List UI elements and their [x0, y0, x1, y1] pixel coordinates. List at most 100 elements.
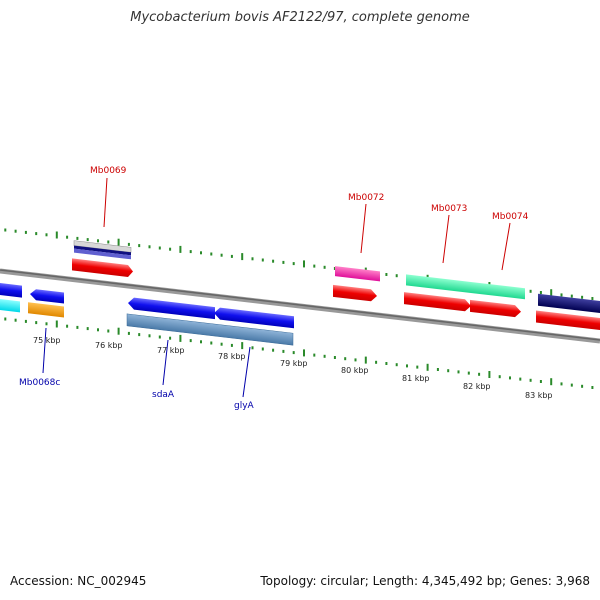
reverse-tick: [416, 365, 419, 369]
reverse-tick: [24, 319, 27, 323]
ruler-label-79kbp: 79 kbp: [280, 359, 308, 368]
reverse-tick: [313, 353, 316, 357]
forward-tick: [303, 260, 305, 268]
gene-feature-left-blue[interactable]: [0, 283, 22, 298]
reverse-tick: [570, 383, 573, 387]
forward-tick: [550, 289, 553, 297]
reverse-tick: [158, 335, 161, 339]
reverse-tick: [406, 364, 408, 368]
reverse-tick: [395, 363, 398, 367]
gene-feature-mb0073[interactable]: [404, 292, 471, 312]
forward-tick: [581, 295, 584, 299]
accession-label: Accession: NC_002945: [10, 574, 147, 588]
forward-tick: [210, 252, 213, 256]
reverse-tick: [519, 377, 522, 381]
reverse-tick: [117, 327, 120, 335]
forward-tick: [529, 289, 532, 293]
forward-tick: [200, 251, 202, 255]
forward-tick: [148, 245, 151, 249]
forward-tick: [138, 244, 141, 248]
ruler-label-78kbp: 78 kbp: [218, 352, 246, 361]
genome-backbone-core: [0, 269, 600, 341]
forward-tick: [323, 265, 326, 269]
reverse-tick: [303, 349, 305, 357]
gene-feature-mint-a[interactable]: [406, 274, 472, 294]
forward-tick: [395, 274, 398, 278]
reverse-leaders: [42, 327, 251, 398]
forward-tick: [261, 258, 264, 262]
forward-tick: [189, 250, 192, 254]
forward-tick: [14, 229, 17, 233]
reverse-tick: [426, 363, 429, 371]
ruler-label-83kbp: 83 kbp: [525, 391, 553, 400]
reverse-tick: [35, 321, 38, 325]
reverse-tick: [220, 342, 223, 346]
reverse-tick: [344, 357, 347, 361]
reverse-tick: [272, 348, 275, 352]
gene-label-mb0074[interactable]: Mb0074: [492, 212, 529, 222]
genome-summary: Topology: circular; Length: 4,345,492 bp…: [260, 574, 590, 588]
gene-feature-mb0074[interactable]: [470, 299, 521, 318]
gene-feature-sdaa[interactable]: [128, 297, 215, 320]
reverse-tick: [55, 320, 58, 328]
reverse-tick: [447, 369, 450, 373]
gene-label-sdaa[interactable]: sdaA: [152, 390, 175, 400]
gene-feature-glya[interactable]: [214, 307, 294, 329]
forward-tick: [55, 231, 58, 239]
forward-tick: [570, 294, 573, 298]
ruler-label-75kbp: 75 kbp: [33, 336, 61, 345]
reverse-tick: [14, 318, 17, 322]
forward-tick: [35, 232, 38, 236]
gene-feature-steel[interactable]: [126, 313, 294, 346]
reverse-tick: [560, 382, 563, 386]
reverse-tick-ruler: [4, 317, 594, 389]
reverse-tick: [581, 384, 584, 388]
forward-tick: [385, 273, 388, 276]
ruler-label-81kbp: 81 kbp: [402, 374, 430, 383]
reverse-tick: [241, 342, 244, 350]
gene-label-mb0069[interactable]: Mb0069: [90, 166, 127, 176]
gene-feature-navy[interactable]: [538, 293, 600, 314]
gene-label-glya[interactable]: glyA: [234, 401, 255, 411]
reverse-tick: [550, 378, 553, 386]
reverse-tick: [127, 331, 130, 335]
gene-feature-mb0069-stack[interactable]: [73, 240, 132, 260]
gene-feature-edge-red[interactable]: [536, 310, 600, 331]
reverse-tick: [230, 343, 233, 347]
forward-tick: [282, 260, 285, 264]
reverse-tick: [76, 325, 79, 329]
forward-tick: [4, 228, 7, 232]
gene-label-mb0073[interactable]: Mb0073: [431, 204, 467, 214]
gene-feature-mb0068c[interactable]: [28, 302, 64, 318]
forward-tick: [66, 235, 69, 239]
reverse-tick: [66, 324, 69, 328]
ruler-label-82kbp: 82 kbp: [463, 382, 491, 391]
reverse-tick: [529, 378, 532, 382]
reverse-tick: [591, 386, 594, 389]
forward-tick: [45, 233, 48, 237]
forward-tick: [333, 267, 336, 270]
gene-feature-pink[interactable]: [335, 266, 380, 282]
gene-feature-cyan[interactable]: [0, 299, 20, 313]
forward-tick: [251, 257, 254, 261]
gene-feature-mint-b[interactable]: [472, 282, 525, 300]
ruler-label-77kbp: 77 kbp: [157, 346, 185, 355]
gene-feature-left-arrow[interactable]: [30, 289, 64, 304]
gene-feature-mb0072[interactable]: [333, 284, 377, 302]
reverse-tick: [375, 360, 378, 364]
forward-tick: [313, 264, 316, 268]
ruler-label-80kbp: 80 kbp: [341, 366, 369, 375]
forward-leaders: [103, 177, 511, 271]
reverse-tick: [251, 346, 254, 350]
gene-feature-mb0069[interactable]: [72, 258, 133, 277]
reverse-tick: [323, 354, 326, 358]
reverse-tick: [385, 362, 388, 365]
gene-label-mb0068c[interactable]: Mb0068c: [19, 378, 60, 388]
forward-tick: [179, 245, 182, 253]
reverse-tick: [539, 380, 542, 383]
reverse-tick: [282, 349, 285, 353]
forward-tick: [97, 239, 99, 243]
gene-label-mb0072[interactable]: Mb0072: [348, 193, 384, 203]
forward-tick: [539, 291, 542, 294]
